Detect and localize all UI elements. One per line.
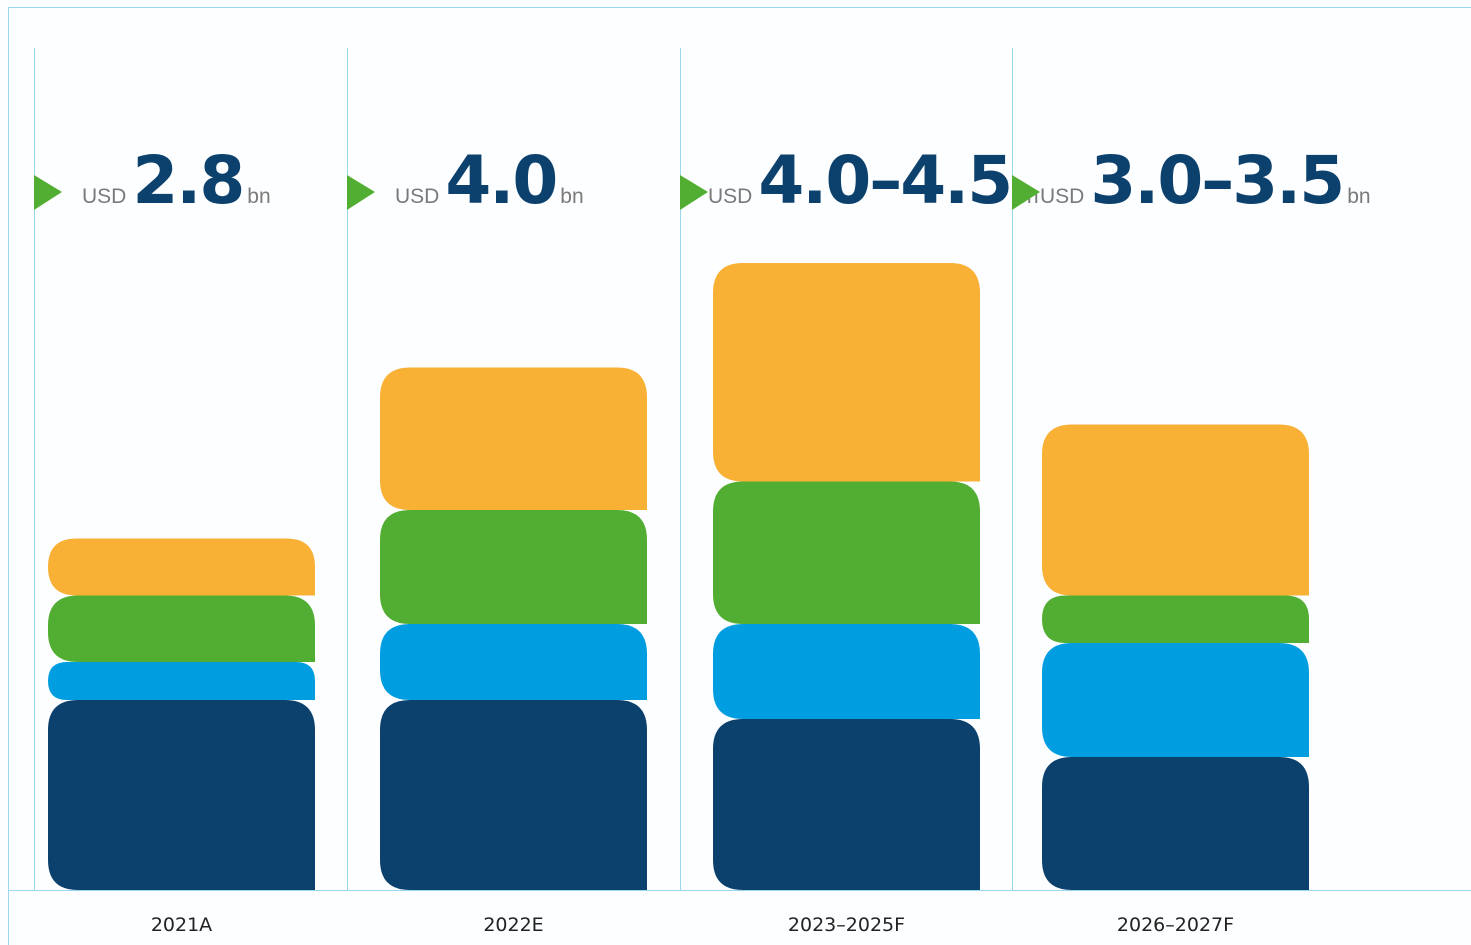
total-prefix: USD [1040,185,1084,208]
total-label: USD4.0–4.5bn [708,142,1039,219]
bar-segment-navy [713,719,980,890]
bar-segment-orange [1042,424,1309,596]
total-label: USD 2.8 bn [82,142,271,219]
bar-segment-orange [48,538,315,596]
total-marker-icon [680,175,708,210]
x-tick-label: 2026–2027F [1117,914,1234,936]
bar-segment-orange [713,263,980,482]
total-label: USD 4.0 bn [395,142,584,219]
total-unit: bn [247,185,270,208]
total-marker-icon [34,175,62,210]
total-prefix: USD [395,185,439,208]
bar-segment-blue [380,624,647,700]
bar-segment-green [713,481,980,624]
bar-segment-blue [1042,643,1309,757]
bar-segment-navy [380,700,647,890]
bar-segment-orange [380,367,647,510]
total-value: 2.8 [132,142,243,219]
total-marker-icon [347,175,375,210]
bar-segment-navy [1042,757,1309,890]
bar-segment-blue [713,624,980,719]
bar-segment-green [1042,595,1309,643]
total-prefix: USD [708,185,752,208]
total-prefix: USD [82,185,126,208]
x-tick-label: 2021A [151,914,212,936]
bar-segment-green [380,510,647,624]
total-value: 4.0 [445,142,556,219]
total-label: USD 3.0–3.5 bn [1040,142,1371,219]
total-unit: bn [1347,185,1370,208]
x-tick-label: 2022E [483,914,543,936]
bar-segment-navy [48,700,315,890]
chart-frame [8,7,1471,945]
bar-segment-blue [48,662,315,700]
total-value: 4.0–4.5 [758,142,1011,219]
x-tick-label: 2023–2025F [788,914,905,936]
total-unit: bn [560,185,583,208]
total-marker-icon [1012,175,1040,210]
total-value: 3.0–3.5 [1090,142,1343,219]
bar-segment-green [48,595,315,662]
